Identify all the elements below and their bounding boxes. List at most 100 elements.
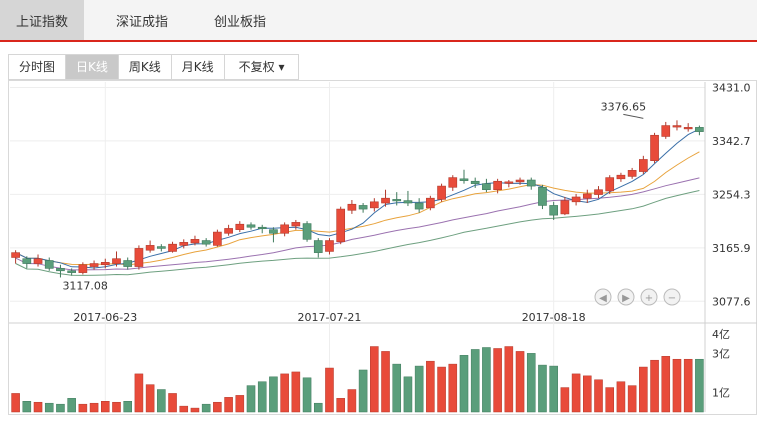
candle-body xyxy=(145,245,155,251)
candle-body xyxy=(302,223,312,240)
price-tick-label: 3165.9 xyxy=(712,242,751,255)
high-marker-line xyxy=(623,113,644,119)
volume-bar xyxy=(381,351,390,413)
volume-bar xyxy=(67,398,76,413)
candle-body xyxy=(22,258,32,264)
tab-intraday[interactable]: 分时图 xyxy=(8,54,66,80)
zoom-in-icon[interactable] xyxy=(640,288,658,306)
volume-bar xyxy=(224,397,233,413)
date-tick-label: 2017-06-23 xyxy=(73,311,137,324)
candle-body xyxy=(683,127,693,130)
candle-body xyxy=(280,224,289,234)
volume-bar xyxy=(639,366,648,413)
candle-body xyxy=(639,159,648,172)
chart-type-tabs: 分时图 日K线 周K线 月K线 不复权 ▾ xyxy=(8,54,300,80)
zoom-out-icon[interactable] xyxy=(663,288,681,306)
candle-body xyxy=(168,243,177,252)
volume-bar xyxy=(157,389,166,413)
volume-bar xyxy=(190,407,200,413)
volume-bar xyxy=(459,355,469,413)
volume-bar xyxy=(145,384,155,413)
zoom-out-glyph: − xyxy=(668,293,676,304)
volume-bar xyxy=(78,403,88,413)
price-tick-label: 3077.6 xyxy=(712,295,751,308)
candle-body xyxy=(560,200,570,215)
volume-bar xyxy=(403,376,413,413)
candle-body xyxy=(515,179,525,183)
tab-chinext-index[interactable]: 创业板指 xyxy=(196,0,284,40)
candle-body xyxy=(179,242,189,246)
date-tick-label: 2017-07-21 xyxy=(298,311,362,324)
candle-body xyxy=(213,231,222,246)
tab-label: 上证指数 xyxy=(15,15,68,30)
volume-bar xyxy=(168,393,177,413)
candle-body xyxy=(358,205,368,210)
candle-body xyxy=(470,180,480,184)
candle-body xyxy=(325,240,334,252)
candle-body xyxy=(257,226,267,230)
candle-body xyxy=(672,125,682,128)
candle-body xyxy=(392,199,402,202)
candle-body xyxy=(414,202,424,210)
chart-controls: ◀ ▶ + − xyxy=(594,288,681,306)
volume-bar xyxy=(213,401,222,413)
volume-bar xyxy=(291,371,301,413)
candle-body xyxy=(235,223,245,230)
volume-bar xyxy=(437,366,446,413)
volume-bar xyxy=(414,365,424,413)
candle-body xyxy=(224,228,233,234)
volume-bar xyxy=(336,398,345,413)
candle-body xyxy=(269,229,278,234)
chart-grid xyxy=(9,82,757,412)
index-tab-bar: 上证指数 深证成指 创业板指 xyxy=(0,0,757,42)
volume-bar xyxy=(650,359,659,413)
volume-bar xyxy=(56,403,65,413)
volume-bar xyxy=(594,379,603,413)
candle-body xyxy=(504,181,514,184)
volume-bar xyxy=(627,385,637,413)
candle-body xyxy=(426,197,435,209)
candle-body xyxy=(11,252,20,258)
volume-bar xyxy=(571,373,581,413)
candle-body xyxy=(44,260,54,269)
tab-shenzhen-index[interactable]: 深证成指 xyxy=(98,0,186,40)
volume-bar xyxy=(470,349,480,413)
scroll-right-icon[interactable] xyxy=(617,288,635,306)
candle-body xyxy=(594,189,603,195)
candle-body xyxy=(156,246,166,249)
volume-bar xyxy=(235,395,245,413)
volume-bar xyxy=(515,351,525,413)
volume-bar xyxy=(549,365,558,413)
volume-bar xyxy=(672,358,682,413)
scroll-left-glyph: ◀ xyxy=(599,293,607,304)
volume-bars xyxy=(11,346,704,413)
candle-body xyxy=(134,248,144,267)
volume-bar xyxy=(683,358,693,413)
candle-body xyxy=(369,201,379,209)
scroll-left-icon[interactable] xyxy=(594,288,612,306)
volume-bar xyxy=(605,387,615,413)
candle-body xyxy=(89,263,99,267)
adjust-dropdown[interactable]: 不复权 ▾ xyxy=(223,54,300,80)
volume-tick-label: 3亿 xyxy=(712,347,730,360)
ma20-line xyxy=(15,177,700,271)
volume-bar xyxy=(134,373,144,413)
candle-body xyxy=(448,177,458,188)
price-tick-label: 3342.7 xyxy=(712,135,751,148)
tab-monthly-k[interactable]: 月K线 xyxy=(170,54,224,80)
tab-daily-k[interactable]: 日K线 xyxy=(65,54,118,80)
candle-body xyxy=(695,127,704,132)
volume-bar xyxy=(123,401,132,413)
tab-weekly-k[interactable]: 周K线 xyxy=(117,54,171,80)
volume-bar xyxy=(370,346,379,413)
volume-bar xyxy=(616,381,626,413)
volume-bar xyxy=(22,401,32,413)
candle-body xyxy=(381,197,390,204)
volume-bar xyxy=(392,363,402,413)
candle-body xyxy=(549,205,559,216)
volume-bar xyxy=(89,402,99,413)
tab-shanghai-index[interactable]: 上证指数 xyxy=(0,0,84,40)
price-tick-label: 3254.3 xyxy=(712,188,751,201)
date-tick-label: 2017-08-18 xyxy=(522,311,586,324)
